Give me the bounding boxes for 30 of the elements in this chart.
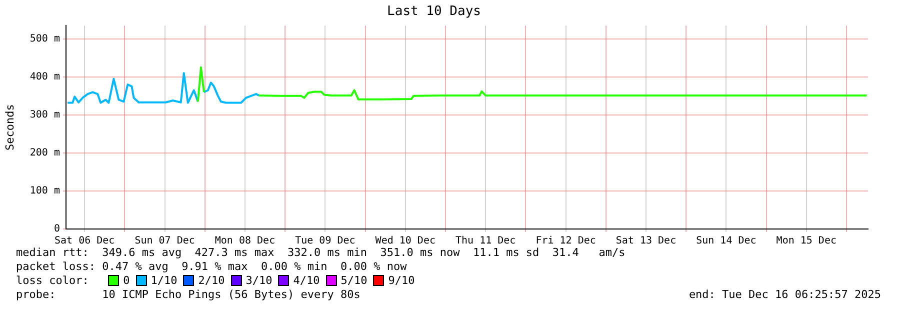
- chart-title: Last 10 Days: [387, 4, 481, 20]
- y-tick-label: 300 m: [30, 110, 60, 121]
- x-tick-label: Thu 11 Dec: [455, 236, 516, 247]
- legend-label: 1/10: [150, 274, 178, 287]
- x-tick-label: Sat 13 Dec: [616, 236, 676, 247]
- x-tick-label: Tue 09 Dec: [295, 236, 356, 247]
- x-tick-label: Mon 08 Dec: [214, 236, 276, 247]
- legend-label: 2/10: [198, 274, 225, 287]
- legend-label: 4/10: [293, 274, 320, 287]
- legend-label: 5/10: [340, 274, 368, 287]
- x-tick-label: Sun 14 Dec: [696, 236, 756, 247]
- y-axis-title: Seconds: [3, 104, 16, 150]
- legend-title: loss color:: [16, 274, 90, 287]
- legend-label: 9/10: [388, 274, 415, 287]
- y-tick-label: 0: [54, 224, 60, 235]
- y-tick-label: 500 m: [30, 34, 60, 44]
- text: probe: 10 ICMP Echo Pings (56 Bytes) every 80s: [16, 288, 360, 302]
- x-tick-label: Wed 10 Dec: [375, 236, 436, 247]
- legend-label: 3/10: [246, 274, 272, 287]
- legend-label: 0: [123, 274, 130, 287]
- x-tick-label: Mon 15 Dec: [776, 236, 837, 247]
- y-tick-label: 100 m: [30, 186, 60, 197]
- text: packet loss: 0.47 % avg 9.91 % max 0.00 % min 0.00 % now: [16, 260, 407, 274]
- x-tick-label: Sun 07 Dec: [134, 236, 195, 247]
- text: median rtt: 349.6 ms avg 427.3 ms max 332.0 ms min 351.0 ms now 11.1 ms sd 31.4 am/s: [16, 246, 626, 260]
- x-tick-label: Sat 06 Dec: [54, 236, 115, 247]
- y-tick-label: 400 m: [30, 72, 60, 83]
- text: end: Tue Dec 16 06:25:57 2025: [688, 288, 881, 301]
- y-tick-label: 200 m: [30, 148, 60, 159]
- x-tick-label: Fri 12 Dec: [536, 236, 596, 247]
